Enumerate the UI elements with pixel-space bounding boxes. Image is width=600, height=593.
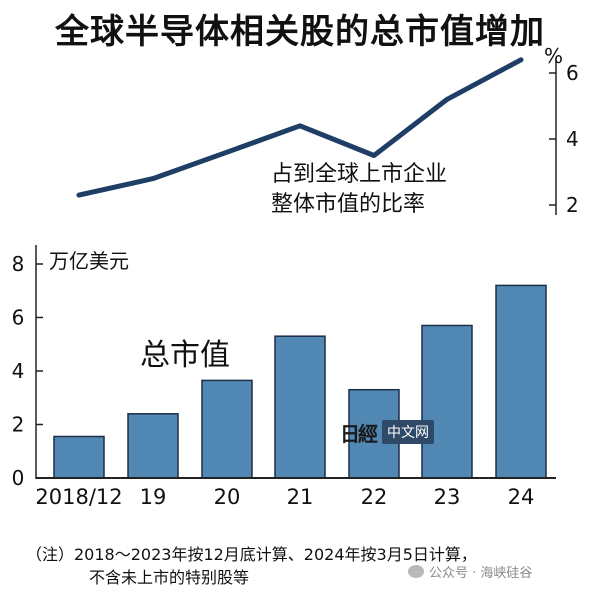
line-unit-label: % bbox=[544, 44, 563, 68]
x-tick-label: 22 bbox=[361, 485, 388, 509]
x-tick-label: 24 bbox=[508, 485, 535, 509]
footnote-line-2: 不含未上市的特别股等 bbox=[89, 568, 250, 587]
bar bbox=[274, 335, 326, 479]
bar-y-tick-label: 2 bbox=[12, 413, 25, 437]
chart-title: 全球半导体相关股的总市值增加 bbox=[55, 12, 545, 52]
bar-y-tick-label: 6 bbox=[12, 306, 25, 330]
x-tick-label: 23 bbox=[434, 485, 461, 509]
wechat-account-label: 公众号 · 海峡硅谷 bbox=[429, 566, 533, 581]
line-y-tick-label: 6 bbox=[566, 61, 579, 85]
bar-annotation: 总市值 bbox=[140, 338, 230, 373]
line-annotation-1: 占到全球上市企业 bbox=[271, 162, 447, 187]
footnote-line-1: （注）2018～2023年按12月底计算、2024年按3月5日计算， bbox=[26, 545, 477, 564]
bar-y-tick-label: 4 bbox=[12, 359, 25, 383]
line-y-tick-label: 2 bbox=[566, 193, 579, 217]
bar-y-tick-label: 8 bbox=[12, 252, 25, 276]
wechat-icon bbox=[408, 565, 424, 578]
x-tick-label: 2018/12 bbox=[35, 485, 122, 509]
x-tick-label: 21 bbox=[287, 485, 314, 509]
wechat-watermark: 公众号 · 海峡硅谷 bbox=[408, 562, 532, 581]
bar bbox=[53, 435, 105, 479]
bar bbox=[201, 379, 253, 479]
nikkei-logo: 日經 bbox=[340, 421, 378, 446]
x-tick-label: 19 bbox=[140, 485, 167, 509]
bar-y-axis-label: 万亿美元 bbox=[49, 249, 129, 273]
nikkei-chinese-label: 中文网 bbox=[382, 420, 434, 444]
line-y-tick-label: 4 bbox=[566, 127, 579, 151]
bar-y-tick-label: 0 bbox=[12, 466, 25, 490]
bar bbox=[421, 324, 473, 479]
x-tick-label: 20 bbox=[214, 485, 241, 509]
line-annotation-2: 整体市值的比率 bbox=[271, 192, 425, 217]
bar bbox=[495, 284, 547, 479]
bar bbox=[127, 413, 179, 479]
nikkei-watermark: 日經 中文网 bbox=[340, 419, 496, 446]
